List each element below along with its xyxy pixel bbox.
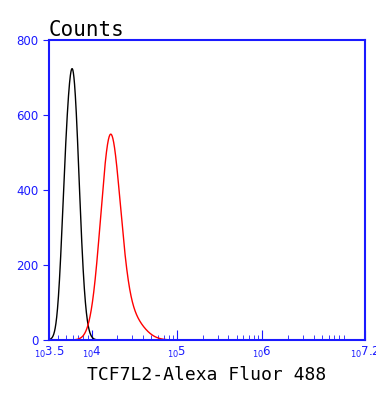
X-axis label: TCF7L2-Alexa Fluor 488: TCF7L2-Alexa Fluor 488 [87,366,326,384]
Text: Counts: Counts [49,20,124,40]
